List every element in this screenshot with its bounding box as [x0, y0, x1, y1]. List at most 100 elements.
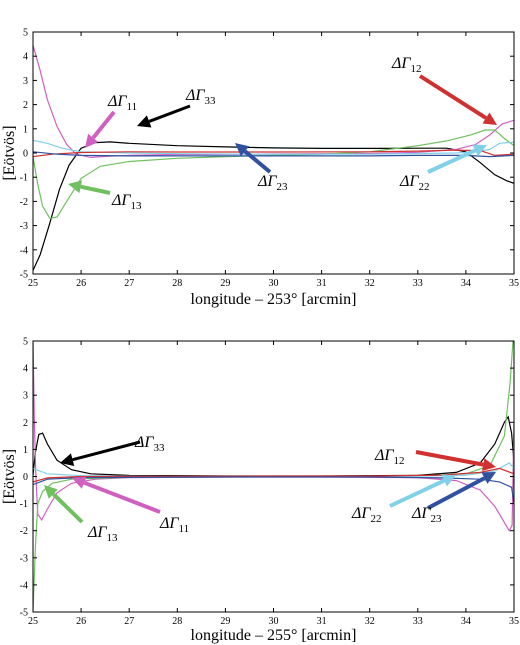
arrow-head: [235, 143, 250, 157]
y-axis-label: [Eötvös]: [1, 125, 18, 180]
arrow-shaft: [427, 476, 486, 510]
x-tick-label: 33: [413, 616, 423, 627]
annotation-12: ΔΓ12: [374, 447, 496, 471]
annotation-label: ΔΓ33: [134, 434, 165, 454]
chart-panel-2: 25 26 27 28 29 30 31 32 33 34 35-5-4-3-2-1012345lo…: [1, 337, 519, 645]
x-tick-label: 30: [269, 616, 279, 627]
arrow-shaft: [80, 184, 111, 195]
annotation-label: ΔΓ11: [107, 93, 137, 113]
arrow-head: [60, 453, 75, 466]
y-tick-label: -4: [20, 580, 28, 591]
annotation-label: ΔΓ13: [87, 524, 118, 544]
arrow-head: [85, 133, 99, 148]
arrow-head: [481, 472, 496, 484]
x-tick-label: 28: [172, 616, 182, 627]
arrow-shaft: [389, 478, 446, 508]
arrow-head: [72, 476, 87, 489]
y-tick-label: -3: [20, 553, 28, 564]
series-line-4: [33, 139, 514, 155]
y-tick-label: 2: [23, 418, 28, 429]
arrow-head: [482, 458, 496, 471]
y-tick-label: -3: [20, 221, 28, 232]
annotation-13: ΔΓ13: [44, 485, 118, 544]
annotation-23: ΔΓ23: [235, 143, 288, 193]
x-tick-label: 33: [413, 278, 423, 289]
annotation-label: ΔΓ12: [391, 55, 422, 75]
annotation-label: ΔΓ23: [411, 505, 442, 525]
x-axis-label: longitude – 255° [arcmin]: [191, 627, 357, 644]
series-line-3: [33, 129, 514, 219]
y-tick-label: 4: [23, 364, 28, 375]
series-group: [33, 341, 514, 612]
y-tick-label: 0: [23, 149, 28, 160]
series-line-6: [33, 476, 514, 504]
y-tick-label: 5: [23, 337, 28, 348]
y-tick-label: 1: [23, 445, 28, 456]
y-tick-label: -5: [20, 608, 28, 619]
chart-panel-1: 25 26 27 28 29 30 31 32 33 34 35-5-4-3-2-1012345lo…: [1, 28, 519, 309]
arrow-shaft: [418, 74, 488, 120]
arrow-shaft: [51, 492, 84, 524]
y-tick-label: -1: [20, 173, 28, 184]
annotation-label: ΔΓ22: [351, 505, 382, 525]
arrow-shaft: [148, 104, 191, 123]
annotation-22: ΔΓ22: [399, 144, 487, 193]
x-tick-label: 30: [269, 278, 279, 289]
y-tick-label: -2: [20, 197, 28, 208]
x-tick-label: 26: [76, 278, 86, 289]
series-line-2: [33, 45, 514, 159]
series-line-5: [33, 149, 514, 158]
x-tick-label: 34: [461, 278, 471, 289]
arrow-head: [68, 180, 83, 194]
arrow-shaft: [72, 440, 141, 462]
x-tick-label: 32: [365, 616, 375, 627]
arrow-head: [482, 112, 497, 125]
x-tick-label: 34: [461, 616, 471, 627]
x-tick-label: 32: [365, 278, 375, 289]
x-tick-label: 35: [509, 616, 519, 627]
annotation-label: ΔΓ33: [185, 87, 216, 107]
annotation-22: ΔΓ22: [351, 474, 456, 525]
annotation-label: ΔΓ13: [111, 192, 142, 212]
x-tick-label: 26: [76, 616, 86, 627]
annotation-13: ΔΓ13: [68, 180, 142, 212]
x-tick-label: 29: [220, 278, 230, 289]
series-line-6: [33, 151, 514, 158]
x-tick-label: 27: [124, 616, 134, 627]
annotation-33: ΔΓ33: [60, 434, 165, 466]
y-tick-label: 2: [23, 100, 28, 111]
arrow-shaft: [415, 450, 484, 467]
series-line-5: [33, 467, 514, 483]
annotation-label: ΔΓ12: [374, 447, 405, 467]
y-tick-label: -2: [20, 526, 28, 537]
y-tick-label: 0: [23, 472, 28, 483]
y-tick-label: 4: [23, 52, 28, 63]
y-axis-label: [Eötvös]: [1, 449, 18, 504]
annotation-label: ΔΓ11: [159, 515, 189, 535]
series-line-1: [33, 141, 514, 271]
x-tick-label: 27: [124, 278, 134, 289]
x-tick-label: 29: [220, 616, 230, 627]
series-group: [33, 45, 514, 271]
annotation-11: ΔΓ11: [72, 476, 189, 535]
arrow-shaft: [243, 149, 272, 174]
annotation-label: ΔΓ22: [399, 173, 430, 193]
y-tick-label: 3: [23, 391, 28, 402]
y-tick-label: 5: [23, 28, 28, 39]
x-tick-label: 25: [28, 616, 38, 627]
arrow-shaft: [91, 110, 116, 140]
y-tick-label: -5: [20, 270, 28, 281]
arrow-shaft: [83, 480, 161, 514]
arrow-head: [472, 144, 487, 157]
y-tick-label: -4: [20, 245, 28, 256]
series-line-1: [33, 415, 514, 477]
arrow-head: [137, 115, 152, 128]
annotation-12: ΔΓ12: [391, 55, 497, 125]
annotation-label: ΔΓ23: [257, 173, 288, 193]
y-tick-label: -1: [20, 499, 28, 510]
x-tick-label: 35: [509, 278, 519, 289]
x-tick-label: 28: [172, 278, 182, 289]
annotation-11: ΔΓ11: [85, 93, 137, 148]
arrow-shaft: [427, 148, 477, 174]
